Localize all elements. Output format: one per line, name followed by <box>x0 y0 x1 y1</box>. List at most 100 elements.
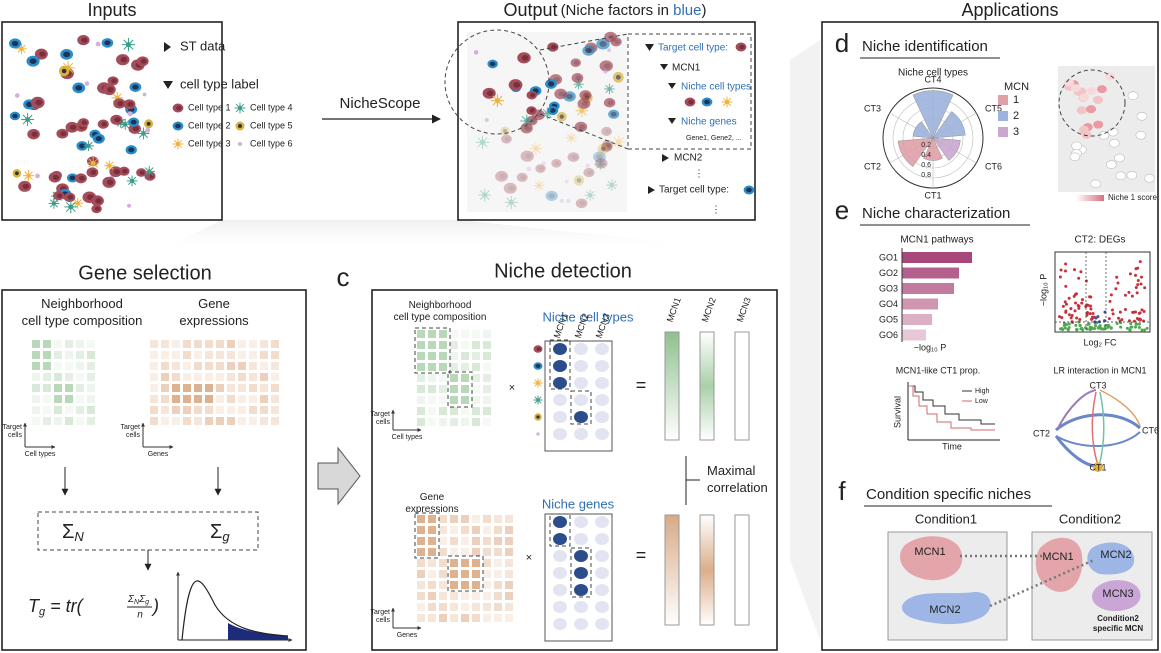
loading <box>595 618 609 630</box>
grid-cell <box>450 537 458 545</box>
cell-body <box>593 151 606 163</box>
grid-cell <box>472 363 480 371</box>
cell <box>596 38 610 50</box>
tree-item: ⋮ <box>694 169 704 180</box>
gene-dot <box>1114 287 1118 291</box>
subscript: N <box>74 529 84 544</box>
grid-cell <box>417 526 425 534</box>
cell-arm <box>589 194 595 200</box>
cell-core <box>494 98 500 104</box>
cell-core <box>117 100 124 107</box>
cell <box>125 145 137 155</box>
grid-cell <box>494 526 502 534</box>
grid-cell <box>54 362 62 370</box>
grid-cell <box>417 396 425 404</box>
cell-arm <box>611 180 617 186</box>
sigma-g: Σg <box>210 521 230 544</box>
grid-cell <box>76 351 84 359</box>
grid-cell <box>439 614 447 622</box>
gene-dot <box>1088 327 1092 331</box>
grid-cell <box>205 406 213 414</box>
score-cell <box>1135 130 1147 140</box>
grid-cell <box>428 396 436 404</box>
gene-dot <box>1077 276 1081 280</box>
grid-cell <box>271 406 279 414</box>
grid-cell <box>461 559 469 567</box>
grid-cell <box>439 396 447 404</box>
cell <box>517 52 531 64</box>
score-cell <box>1090 179 1101 189</box>
grid-cell <box>194 384 202 392</box>
cell-core <box>132 126 139 132</box>
grid-cell <box>428 352 436 360</box>
cell <box>599 60 613 72</box>
grid-cell <box>227 340 235 348</box>
cell-body <box>503 182 517 194</box>
grid-cell <box>150 373 158 381</box>
label-line: Target <box>121 424 141 431</box>
grid-cell <box>439 581 447 589</box>
gene-dot <box>1143 328 1147 332</box>
legend-label: 1 <box>1013 94 1019 106</box>
grid-cell <box>417 548 425 556</box>
cell-core <box>127 101 134 107</box>
grid-cell <box>205 417 213 425</box>
grid-cell <box>271 340 279 348</box>
cell-core <box>61 68 67 74</box>
cell-core <box>587 170 593 175</box>
grid-cell <box>249 406 257 414</box>
cell <box>63 192 76 203</box>
score-map <box>1064 72 1155 189</box>
gene-dot <box>1108 299 1112 303</box>
cell-core <box>568 135 574 141</box>
grid-cell <box>172 373 180 381</box>
legend-label: Cell type 3 <box>188 138 231 148</box>
gene-dot <box>1064 310 1068 314</box>
gene-dot <box>1080 301 1084 305</box>
cell-body <box>84 81 90 86</box>
gene-dot <box>1127 319 1131 323</box>
cell <box>64 200 78 214</box>
cell-body <box>573 175 585 186</box>
grid-cell <box>161 362 169 370</box>
axis-label: Target cells <box>3 424 23 439</box>
gene-dot <box>1135 291 1139 295</box>
grid-cell <box>450 396 458 404</box>
cell <box>127 203 132 208</box>
score-bar <box>699 514 715 626</box>
gene-dot <box>1089 295 1093 299</box>
cell-core <box>536 112 543 118</box>
gene-dot <box>1064 269 1068 273</box>
loading <box>553 411 567 423</box>
loading <box>574 343 588 355</box>
grid-cell <box>450 352 458 360</box>
grid-cell <box>450 407 458 415</box>
bar <box>902 329 926 341</box>
grid-cell <box>249 417 257 425</box>
cell-core <box>113 169 121 175</box>
axis-label: Survival <box>892 396 902 428</box>
cell <box>136 168 147 177</box>
gene-dot <box>1138 311 1142 315</box>
cell-core <box>616 139 622 145</box>
grid-cell <box>461 407 469 415</box>
grid-cell <box>439 570 447 578</box>
cell-core <box>94 206 101 212</box>
loading <box>595 428 609 440</box>
cell-core <box>51 201 56 206</box>
cell-core <box>538 166 544 171</box>
formula-part: N <box>134 599 140 606</box>
gene-dot <box>1088 312 1092 316</box>
cell <box>535 164 546 173</box>
cell-body <box>142 92 147 97</box>
score-bar <box>734 514 750 626</box>
category-label: GO2 <box>879 268 898 278</box>
cell <box>475 135 490 150</box>
km-high <box>909 385 995 425</box>
gene-dot <box>1078 317 1082 321</box>
tree-item: Target cell type: <box>659 185 729 196</box>
highlight <box>447 555 484 592</box>
cell <box>35 173 40 179</box>
label-line: Target <box>371 411 391 418</box>
tick-label: 0.2 <box>921 142 931 149</box>
